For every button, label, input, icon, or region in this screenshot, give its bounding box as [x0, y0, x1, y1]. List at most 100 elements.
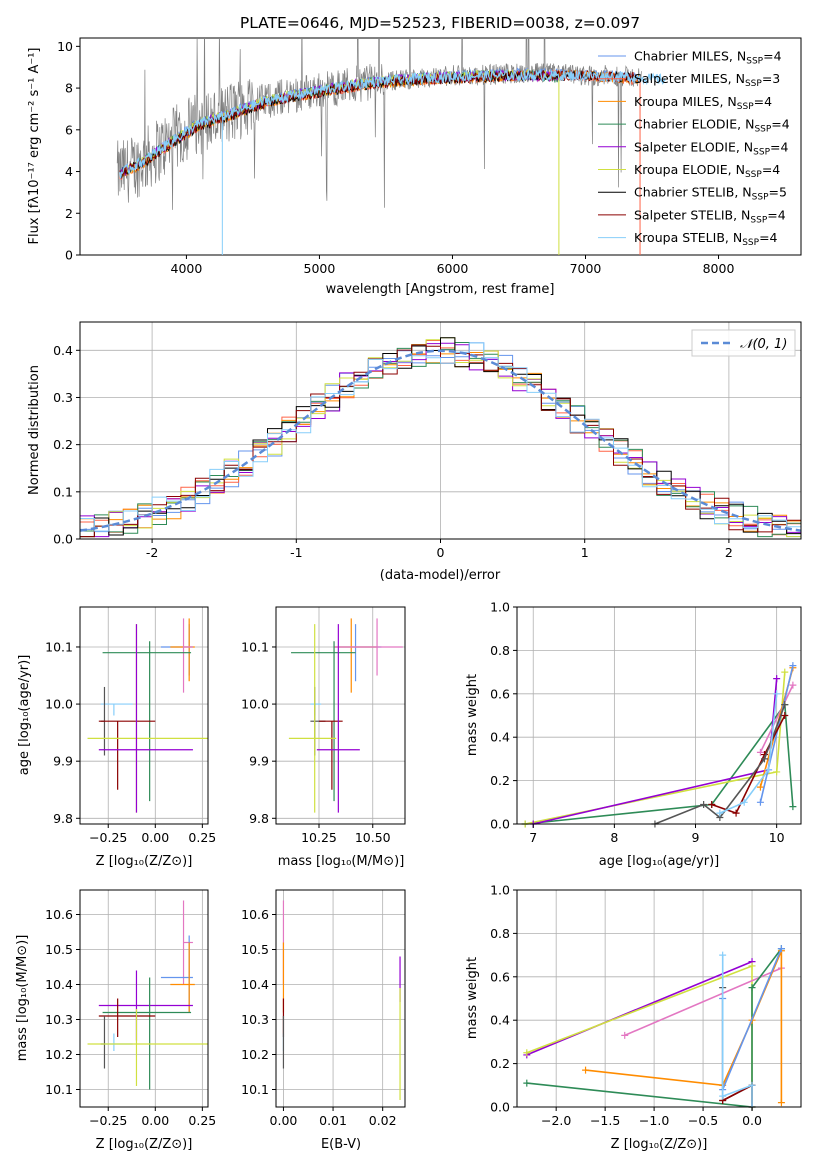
x-tick-label: −0.25	[89, 1113, 127, 1128]
x-tick-label: −2.0	[541, 1113, 571, 1128]
y-tick-label: 1.0	[490, 600, 510, 615]
weight-marker	[523, 1049, 531, 1057]
panel-frame	[516, 889, 802, 1108]
weight-line	[711, 715, 786, 815]
weight-z-xlabel: Z [log₁₀(Z/Z⊙)]	[611, 1137, 708, 1152]
legend-suffix: =4	[770, 139, 788, 154]
errorbar-point	[334, 618, 403, 676]
weight-marker	[719, 951, 727, 959]
weight-marker	[777, 1099, 785, 1107]
weight-marker	[708, 800, 716, 808]
y-tick-label: 0.4	[490, 1013, 510, 1028]
weight-line	[759, 665, 794, 803]
legend-suffix: =4	[767, 207, 785, 222]
y-tick-label: 0.8	[490, 643, 510, 658]
panel-frame	[79, 889, 209, 1108]
x-tick-label: 0.02	[369, 1113, 397, 1128]
y-tick-label: 0.1	[53, 484, 73, 499]
x-tick-label: 7	[529, 830, 537, 845]
residuals-legend-box	[691, 329, 796, 357]
legend-subscript: SSP	[753, 147, 770, 157]
x-tick-label: 2	[725, 545, 733, 560]
weight-marker	[773, 768, 781, 776]
weight-marker	[621, 1031, 629, 1039]
weight-marker	[760, 755, 768, 763]
spectrum-ticks: 4000 5000 6000 7000 8000 0 2 4 6 8 10	[57, 39, 734, 276]
weight-marker	[789, 803, 797, 811]
panel-background	[517, 607, 801, 824]
legend-suffix: =4	[763, 49, 781, 64]
y-tick-label: 1.0	[490, 883, 510, 898]
y-tick-label: 6	[65, 122, 73, 137]
legend-label: Chabrier ELODIE, NSSP=4	[634, 117, 790, 135]
y-tick-label: 0.2	[490, 773, 510, 788]
y-tick-label: 10.4	[241, 977, 269, 992]
panel-grid	[276, 607, 405, 824]
weight-marker	[773, 675, 781, 683]
x-tick-label: −0.25	[89, 830, 127, 845]
legend-subscript: SSP	[750, 215, 767, 225]
weight-marker	[789, 681, 797, 689]
y-tick-label: 10.1	[241, 1082, 269, 1097]
spectrum-title: PLATE=0646, MJD=52523, FIBERID=0038, z=0…	[240, 14, 640, 32]
y-tick-label: 10.3	[241, 1012, 269, 1027]
x-tick-label: -1	[290, 545, 302, 560]
residuals-ylabel: Normed distribution	[27, 365, 42, 495]
x-tick-label: -2	[146, 545, 158, 560]
legend-label: Chabrier MILES, NSSP=4	[634, 49, 782, 67]
errorbar-point	[87, 1009, 208, 1086]
spectrum-content	[116, 38, 666, 255]
y-tick-label: 10.1	[45, 639, 73, 654]
x-tick-label: 10	[769, 830, 785, 845]
legend-subscript: SSP	[746, 57, 763, 67]
weight-marker	[748, 962, 756, 970]
mass-vs-metallicity-panel: Z [log₁₀(Z/Z⊙)] mass [log₁₀(M/M⊙)] −0.25…	[15, 889, 216, 1152]
legend-suffix: =4	[771, 117, 789, 132]
y-tick-label: 10.2	[45, 1047, 73, 1062]
y-tick-label: 0.0	[490, 1100, 510, 1115]
residuals-content	[79, 337, 802, 538]
weight-marker	[781, 712, 789, 719]
spectrum-panel: PLATE=0646, MJD=52523, FIBERID=0038, z=0…	[27, 14, 802, 297]
residuals-xlabel: (data-model)/error	[380, 568, 501, 583]
y-tick-label: 10.0	[241, 697, 269, 712]
y-tick-label: 0.0	[53, 532, 73, 547]
y-tick-label: 10.1	[241, 639, 269, 654]
weight-marker	[748, 1081, 756, 1089]
x-tick-label: 0.00	[141, 830, 169, 845]
errorbar-point	[288, 624, 337, 813]
y-tick-label: 9.8	[249, 811, 269, 826]
y-tick-label: 10	[57, 39, 73, 54]
model-line	[119, 68, 666, 179]
legend-suffix: =3	[762, 71, 780, 86]
legend-label: Salpeter STELIB, NSSP=4	[634, 207, 786, 225]
legend-subscript: SSP	[742, 238, 759, 248]
errorbar-point	[170, 942, 195, 1013]
residual-histogram	[80, 342, 801, 532]
x-tick-label: 10.50	[355, 830, 391, 845]
panel-frame	[516, 606, 802, 825]
panel-frame	[275, 889, 406, 1108]
x-tick-label: 0.25	[188, 830, 216, 845]
x-tick-label: 6000	[437, 261, 469, 276]
weight-marker	[777, 945, 785, 953]
x-tick-label: −0.5	[688, 1113, 718, 1128]
weight-line	[526, 948, 783, 1108]
x-tick-label: 0.25	[188, 1113, 216, 1128]
residuals-legend: 𝒩(0, 1)	[691, 329, 796, 357]
weight-marker	[781, 701, 789, 709]
panel-background	[276, 890, 405, 1107]
weight-z-ylabel: mass weight	[465, 957, 480, 1039]
panel-background	[80, 890, 208, 1107]
weight-marker	[700, 800, 708, 808]
weight-marker	[756, 748, 764, 756]
panel-grid	[80, 607, 208, 824]
observed-spectrum	[116, 38, 642, 210]
y-tick-label: 10.0	[45, 697, 73, 712]
x-tick-label: 1	[581, 545, 589, 560]
errorbar-point	[316, 624, 360, 813]
y-tick-label: 0	[65, 248, 73, 263]
mass-ebv-xlabel: E(B-V)	[321, 1137, 361, 1152]
weight-marker	[748, 984, 756, 992]
